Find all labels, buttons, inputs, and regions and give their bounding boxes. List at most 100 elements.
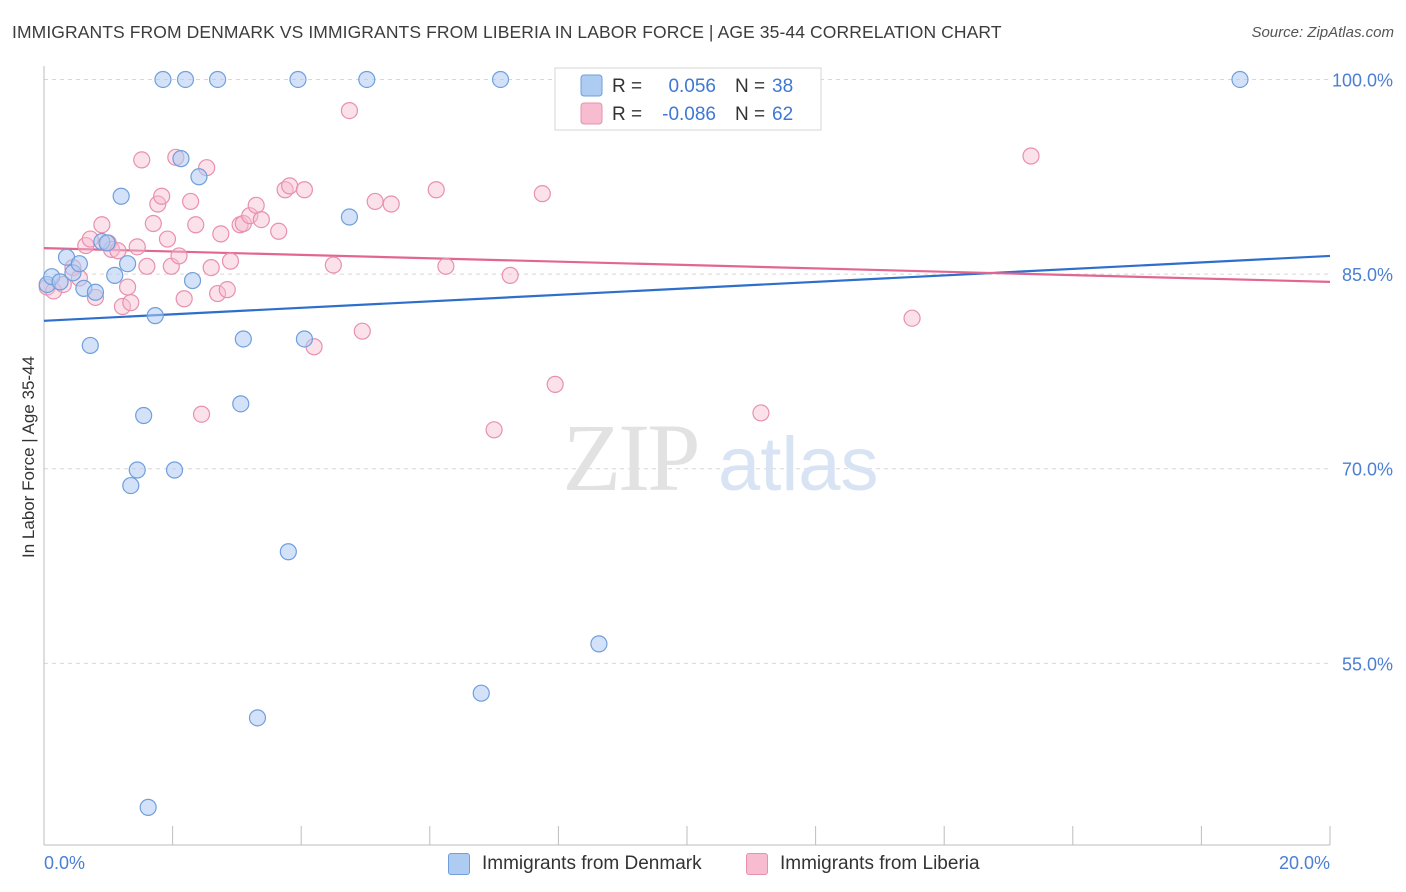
chart-source: Source: ZipAtlas.com (1251, 24, 1394, 41)
legend-item-liberia[interactable]: Immigrants from Liberia (746, 851, 980, 877)
point-liberia (153, 187, 171, 205)
axes-layer (43, 66, 1331, 846)
legend-label-liberia: Immigrants from Liberia (780, 853, 980, 874)
point-denmark (51, 273, 69, 291)
point-denmark (98, 234, 116, 252)
point-denmark (128, 461, 146, 479)
watermark-zip: ZIP (563, 404, 698, 511)
point-denmark (86, 283, 105, 301)
point-denmark (491, 70, 510, 89)
point-denmark (234, 330, 252, 348)
point-liberia (903, 309, 921, 327)
points-layer (38, 70, 1249, 816)
legend-item-denmark[interactable]: Immigrants from Denmark (448, 851, 702, 877)
x-tick-label: 0.0% (44, 853, 85, 873)
point-denmark (472, 684, 490, 702)
point-denmark (340, 208, 359, 226)
point-liberia (353, 322, 371, 340)
point-liberia (149, 195, 167, 213)
y-tick-label: 70.0% (1342, 460, 1393, 480)
stats-legend-swatch-denmark (580, 74, 603, 97)
point-liberia (752, 404, 770, 422)
point-denmark (590, 635, 608, 653)
stats-legend-r-label-denmark: R = (612, 76, 642, 97)
point-denmark (146, 307, 164, 325)
point-denmark (289, 70, 307, 89)
point-denmark (1231, 70, 1249, 89)
point-liberia (437, 257, 455, 275)
point-liberia (144, 214, 162, 233)
point-denmark (248, 709, 267, 727)
point-denmark (295, 330, 314, 348)
point-liberia (133, 151, 151, 169)
point-liberia (427, 181, 445, 199)
point-denmark (118, 255, 137, 273)
point-liberia (138, 257, 156, 275)
point-liberia (113, 297, 132, 316)
point-liberia (187, 216, 205, 234)
point-denmark (279, 543, 297, 561)
stats-legend-r-value-denmark: 0.056 (668, 76, 716, 97)
point-liberia (546, 375, 564, 393)
stats-legend-swatch-liberia (580, 102, 603, 125)
y-tick-label: 100.0% (1332, 70, 1393, 90)
point-liberia (324, 256, 342, 274)
point-denmark (154, 70, 172, 89)
point-denmark (209, 70, 227, 89)
point-denmark (139, 798, 157, 816)
point-liberia (1022, 147, 1040, 165)
stats-legend-r-value-liberia: -0.086 (662, 104, 716, 125)
legend-swatch-liberia (746, 853, 768, 875)
watermark-atlas: atlas (718, 422, 879, 507)
point-denmark (81, 336, 99, 355)
point-liberia (170, 247, 188, 265)
point-denmark (70, 255, 88, 273)
point-liberia (221, 252, 240, 270)
point-denmark (122, 476, 140, 495)
point-liberia (382, 195, 400, 213)
point-liberia (175, 290, 193, 308)
point-liberia (533, 185, 551, 203)
point-liberia (209, 284, 227, 303)
point-liberia (340, 102, 359, 120)
point-denmark (183, 271, 202, 290)
point-liberia (122, 294, 140, 312)
point-liberia (295, 181, 314, 199)
point-liberia (485, 421, 503, 439)
stats-legend-n-value-denmark: 38 (772, 76, 793, 97)
grid-layer (44, 78, 1330, 664)
point-liberia (501, 266, 519, 284)
point-liberia (247, 196, 265, 214)
point-denmark (112, 187, 130, 205)
point-liberia (270, 222, 288, 240)
point-liberia (252, 210, 270, 229)
point-denmark (135, 406, 153, 425)
stats-legend-n-value-liberia: 62 (772, 104, 793, 125)
point-liberia (202, 259, 220, 277)
point-denmark (232, 395, 250, 413)
point-liberia (118, 278, 137, 296)
point-liberia (93, 216, 111, 234)
point-denmark (172, 150, 190, 168)
point-denmark (165, 461, 184, 479)
point-liberia (218, 281, 236, 299)
trendline-denmark (43, 254, 1331, 322)
trend-layer (43, 247, 1331, 322)
point-liberia (128, 238, 146, 256)
point-denmark (358, 70, 376, 89)
chart-title: IMMIGRANTS FROM DENMARK VS IMMIGRANTS FR… (12, 22, 1002, 42)
trendline-liberia (43, 247, 1331, 283)
stats-legend-n-label-denmark: N = (735, 76, 765, 97)
point-liberia (366, 192, 384, 211)
stats-legend-n-label-liberia: N = (735, 104, 765, 125)
stats-legend-r-label-liberia: R = (612, 104, 642, 125)
point-denmark (106, 266, 124, 284)
watermark: ZIP atlas (563, 404, 879, 511)
stats-legend: R = 0.056 N = 38 R = -0.086 N = 62 (554, 67, 822, 131)
y-tick-label: 85.0% (1342, 265, 1393, 285)
point-liberia (281, 177, 299, 195)
x-tick-label: 20.0% (1279, 853, 1330, 873)
legend-swatch-denmark (448, 853, 470, 875)
y-tick-label: 55.0% (1342, 654, 1393, 674)
